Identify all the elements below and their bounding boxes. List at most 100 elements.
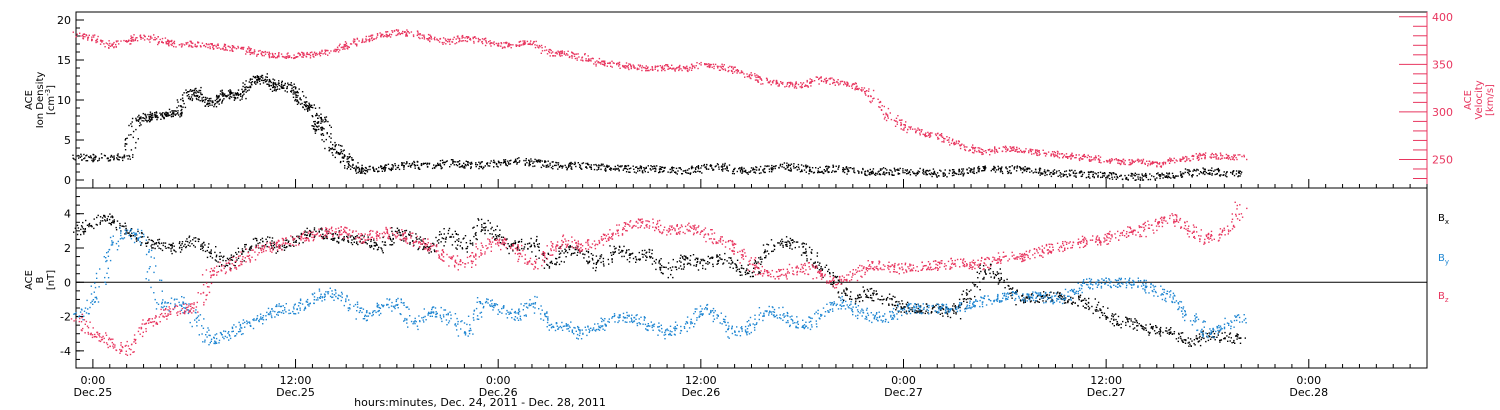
density-series-point	[870, 171, 872, 173]
velocity-series-point	[780, 82, 783, 84]
velocity-series-point	[1239, 154, 1241, 156]
velocity-series-point	[953, 142, 955, 144]
bx-series-point	[321, 229, 323, 231]
bx-series-point	[273, 246, 276, 249]
velocity-series-point	[96, 41, 99, 43]
density-series-point	[143, 120, 145, 122]
density-series-point	[373, 168, 375, 170]
velocity-series-point	[1179, 159, 1182, 161]
velocity-series-point	[79, 32, 81, 34]
density-series-point	[128, 155, 131, 158]
velocity-series-point	[368, 35, 370, 38]
velocity-series-point	[166, 43, 169, 45]
density-series-point	[346, 168, 348, 170]
velocity-series-point	[442, 43, 444, 45]
density-series-point	[497, 160, 500, 162]
density-series-point	[122, 159, 124, 162]
velocity-series-point	[713, 67, 715, 70]
density-series-point	[621, 165, 623, 167]
density-series-point	[1099, 171, 1102, 173]
bx-series-point	[534, 246, 536, 248]
velocity-series-point	[877, 98, 879, 100]
velocity-series-point	[567, 50, 569, 52]
density-tick-label: 0	[64, 174, 71, 187]
density-series-point	[125, 138, 127, 140]
density-series-point	[428, 162, 431, 165]
density-series-point	[774, 165, 776, 168]
velocity-series-point	[1023, 151, 1025, 154]
velocity-series-point	[759, 76, 761, 78]
velocity-series-point	[644, 67, 646, 69]
velocity-series-point	[713, 65, 715, 68]
velocity-series-point	[887, 117, 889, 119]
density-series-point	[1141, 177, 1143, 179]
velocity-series-point	[320, 52, 322, 54]
velocity-series-point	[928, 136, 931, 138]
density-series-point	[237, 94, 239, 97]
bx-series-point	[82, 230, 84, 233]
density-series-point	[384, 168, 386, 170]
velocity-series-point	[886, 114, 889, 116]
velocity-series-point	[306, 51, 308, 54]
density-series-point	[109, 156, 112, 158]
density-series-point	[1132, 177, 1134, 179]
density-series-point	[382, 168, 385, 170]
density-series-point	[256, 80, 258, 82]
bx-series-point	[428, 252, 430, 254]
density-series-point	[316, 126, 319, 128]
density-series-point	[558, 166, 561, 168]
density-series-point	[556, 162, 558, 164]
density-series-point	[145, 117, 148, 119]
velocity-series-point	[448, 41, 451, 43]
velocity-series-point	[733, 66, 735, 68]
density-series-point	[281, 80, 283, 82]
velocity-series-point	[481, 41, 483, 43]
density-series-point	[1232, 171, 1234, 173]
density-series-point	[360, 171, 363, 173]
velocity-series-point	[790, 81, 792, 84]
density-series-point	[669, 171, 671, 174]
velocity-series-point	[324, 50, 327, 52]
density-series-point	[573, 163, 575, 166]
velocity-series-point	[527, 43, 529, 45]
bx-series-point	[461, 247, 463, 249]
bx-series-point	[270, 247, 273, 249]
density-series-point	[113, 158, 115, 160]
bx-series-point	[152, 247, 154, 249]
velocity-series-point	[309, 57, 312, 59]
bx-series-point	[84, 228, 86, 230]
velocity-series-point	[500, 42, 502, 44]
density-series-point	[320, 120, 322, 122]
density-series-point	[1193, 169, 1196, 172]
density-series-point	[107, 157, 109, 160]
density-series-point	[906, 173, 908, 175]
density-series-point	[254, 82, 256, 84]
velocity-series-point	[1181, 158, 1183, 161]
density-series-point	[1130, 172, 1133, 175]
velocity-series-point	[1227, 154, 1229, 157]
velocity-series-point	[976, 150, 978, 153]
density-series-point	[977, 166, 979, 169]
velocity-series-point	[336, 46, 339, 48]
density-series-point	[131, 117, 134, 120]
velocity-series-point	[723, 64, 725, 66]
bx-series-point	[456, 239, 458, 241]
density-series-point	[116, 154, 119, 156]
density-series-point	[351, 166, 353, 168]
velocity-series-point	[260, 52, 262, 55]
bx-series-point	[204, 250, 207, 253]
density-series-point	[201, 100, 204, 103]
density-series-point	[1226, 171, 1228, 173]
velocity-series-point	[755, 76, 757, 79]
density-series-point	[425, 162, 427, 164]
density-series-point	[705, 166, 707, 168]
velocity-series-point	[361, 41, 363, 44]
density-series-point	[640, 166, 643, 168]
velocity-series-point	[519, 40, 522, 43]
velocity-series-point	[654, 65, 657, 67]
density-series-point	[540, 166, 543, 169]
velocity-series-point	[651, 67, 654, 69]
density-series-point	[1027, 167, 1029, 169]
bx-series-point	[237, 257, 240, 259]
bx-series-point	[266, 240, 268, 243]
